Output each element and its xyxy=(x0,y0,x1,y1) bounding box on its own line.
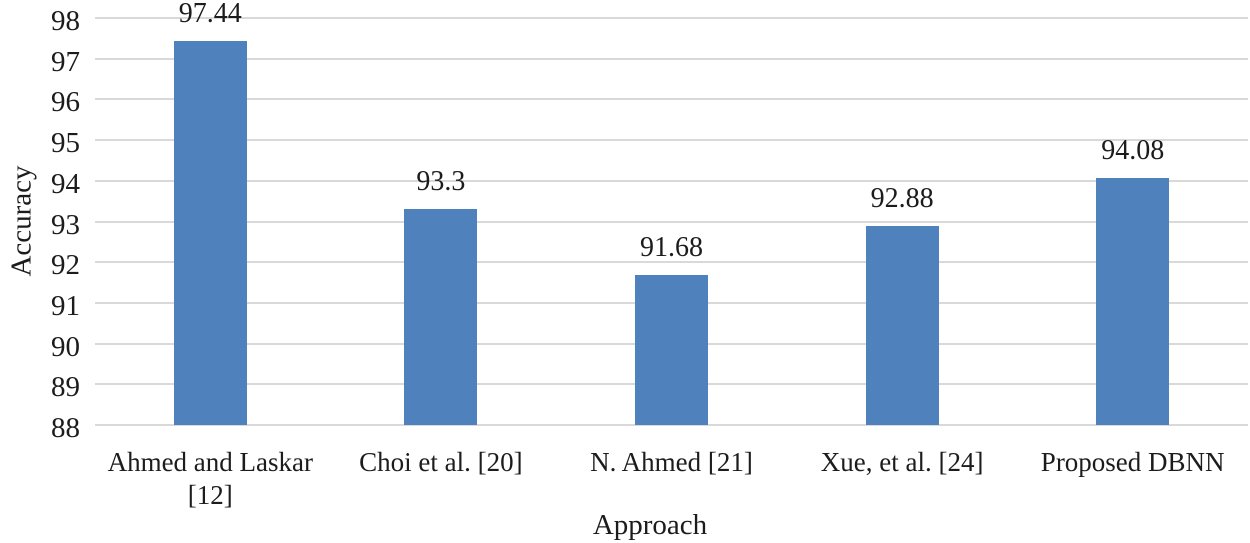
x-axis-category-label: N. Ahmed [21] xyxy=(590,447,753,477)
x-axis-title: Approach xyxy=(592,509,708,541)
y-axis-tick-label: 88 xyxy=(51,412,80,444)
bar-3 xyxy=(865,226,939,425)
x-axis-category-label: Xue, et al. [24] xyxy=(820,447,984,477)
gridline xyxy=(95,139,1248,142)
gridline xyxy=(95,57,1248,60)
x-axis-category-label: Choi et al. [20] xyxy=(359,447,523,477)
y-axis-tick-label: 96 xyxy=(51,86,80,119)
x-axis-category-label: Ahmed and Laskar [12] xyxy=(107,447,314,510)
gridline xyxy=(95,17,1248,19)
y-axis-tick-label: 92 xyxy=(51,249,80,282)
bar-value-label: 93.3 xyxy=(416,166,466,198)
bar-1 xyxy=(404,209,478,425)
gridline xyxy=(95,179,1248,182)
gridline xyxy=(95,98,1248,101)
bar-0 xyxy=(173,40,247,425)
y-axis-tick-label: 98 xyxy=(51,5,80,37)
y-axis-tick-label: 91 xyxy=(51,289,80,322)
y-axis-tick-label: 95 xyxy=(51,127,80,160)
y-axis-tick-label: 93 xyxy=(51,208,80,241)
bar-4 xyxy=(1096,177,1170,425)
bar-2 xyxy=(635,275,708,425)
bar-value-label: 94.08 xyxy=(1101,134,1165,166)
x-axis-category-label: Proposed DBNN xyxy=(1040,447,1225,477)
gridline xyxy=(95,220,1248,223)
gridline xyxy=(95,261,1248,264)
y-axis-tick-label: 90 xyxy=(51,330,80,363)
y-axis-tick-label: 94 xyxy=(51,167,80,200)
bar-value-label: 92.88 xyxy=(870,183,934,215)
y-axis-tick-label: 97 xyxy=(51,45,80,78)
y-axis-tick-label: 89 xyxy=(51,371,80,404)
bar-value-label: 91.68 xyxy=(640,232,703,264)
gridline xyxy=(95,424,1248,426)
bar-value-label: 97.44 xyxy=(178,0,242,29)
